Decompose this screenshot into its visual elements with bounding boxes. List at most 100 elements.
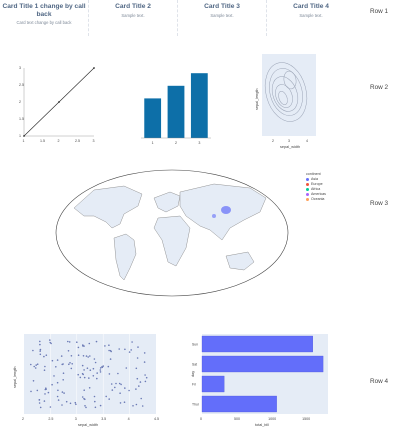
scatter-point [85, 355, 88, 357]
scatter-point [43, 355, 45, 358]
scatter-point [135, 388, 137, 390]
scatter-point [114, 386, 116, 389]
scatter-point [33, 365, 35, 368]
x-tick: 1500 [302, 417, 310, 421]
x-tick: 2 [272, 139, 274, 143]
scatter-point [83, 397, 85, 400]
y-tick: Thur [192, 402, 200, 406]
scatter-point [84, 405, 86, 407]
card-row: Card Title 1 change by call back Card te… [0, 0, 355, 36]
scatter-point [56, 395, 59, 398]
card-text: Card text change by call back [16, 20, 72, 25]
scatter-point [145, 376, 148, 379]
legend-item: Americas [306, 192, 326, 197]
scatter-point [30, 363, 32, 366]
y-tick: Fri [192, 382, 196, 386]
scatter-point [63, 392, 65, 394]
scatter-point [94, 400, 96, 403]
scatter-point [76, 341, 78, 343]
x-axis-label: sepal_width [280, 145, 300, 149]
scatter-point [130, 349, 132, 351]
row-label-3: Row 3 [370, 200, 389, 207]
scatter-point [108, 373, 111, 375]
scatter-point [107, 365, 110, 368]
asia-bubble [212, 214, 216, 218]
scatter-point [144, 374, 146, 376]
hbar [201, 355, 324, 373]
scatter-point [139, 381, 142, 383]
scatter-point [108, 398, 110, 400]
contour-lines [264, 62, 308, 122]
scatter-point [56, 381, 59, 384]
scatter-point [39, 350, 41, 352]
scatter-point [132, 405, 134, 407]
card-3: Card Title 3 Sample text. [178, 0, 267, 36]
scatter-point [47, 391, 50, 394]
scatter-point [120, 383, 122, 386]
scatter-point [119, 402, 122, 404]
scatter-point [39, 340, 41, 343]
scatter-point [144, 380, 147, 383]
x-tick: 3 [75, 417, 77, 421]
scatter-point [83, 389, 85, 391]
asia-bubble [221, 206, 231, 214]
x-axis-label: sepal_width [78, 423, 98, 427]
scatter-point [104, 345, 106, 347]
scatter-point [83, 376, 86, 379]
scatter-point [77, 346, 80, 349]
scatter-point [60, 355, 63, 357]
scatter-point [94, 406, 97, 409]
x-tick: 2.5 [48, 417, 53, 421]
line-point [58, 101, 60, 103]
scatter-point [136, 357, 139, 359]
card-title: Card Title 4 [293, 3, 329, 10]
scatter-point [135, 367, 138, 370]
legend-item: Africa [306, 187, 326, 192]
scatter-point [89, 369, 92, 371]
scatter-point [43, 369, 46, 371]
scatter-point [36, 389, 39, 392]
legend-dot [306, 177, 309, 181]
scatter-point [99, 404, 102, 407]
scatter-point [57, 399, 60, 401]
scatter-point [32, 380, 35, 382]
x-tick: 1.5 [40, 139, 45, 143]
bar-chart: 1 2 3 [141, 73, 211, 145]
y-tick: Sat [192, 362, 197, 366]
scatter-point [88, 377, 90, 379]
scatter-point [68, 363, 70, 366]
scatter-point [38, 402, 41, 404]
scatter-point [102, 365, 104, 367]
scatter-point [109, 358, 112, 360]
scatter-point [39, 353, 42, 356]
x-tick: 3 [93, 139, 95, 143]
scatter-point [44, 365, 46, 368]
scatter-point [83, 369, 85, 371]
legend-dot [306, 197, 309, 201]
x-tick: 2 [175, 141, 177, 145]
scatter-point [124, 387, 126, 389]
scatter-point [108, 344, 110, 346]
bar [190, 73, 208, 138]
legend-title: continent [306, 172, 321, 176]
x-tick: 4 [306, 139, 308, 143]
scatter-point [94, 361, 97, 364]
scatter-point [71, 363, 73, 365]
scatter-point [128, 389, 130, 392]
scatter-point [49, 406, 52, 408]
scatter-point [39, 406, 42, 409]
bar [167, 85, 185, 138]
y-tick: Sun [192, 342, 198, 346]
row-label-1: Row 1 [370, 8, 389, 15]
scatter-point [82, 345, 84, 347]
scatter-point [115, 382, 117, 385]
scatter-point [110, 350, 112, 353]
y-tick: 1.5 [19, 117, 24, 121]
row-label-2: Row 2 [370, 84, 389, 91]
card-text: Sample text. [210, 12, 234, 18]
scatter-point [136, 377, 139, 380]
scatter-point [124, 348, 126, 351]
hbar [201, 335, 313, 353]
card-2: Card Title 2 Sample text. [89, 0, 178, 36]
scatter-point [67, 340, 69, 343]
